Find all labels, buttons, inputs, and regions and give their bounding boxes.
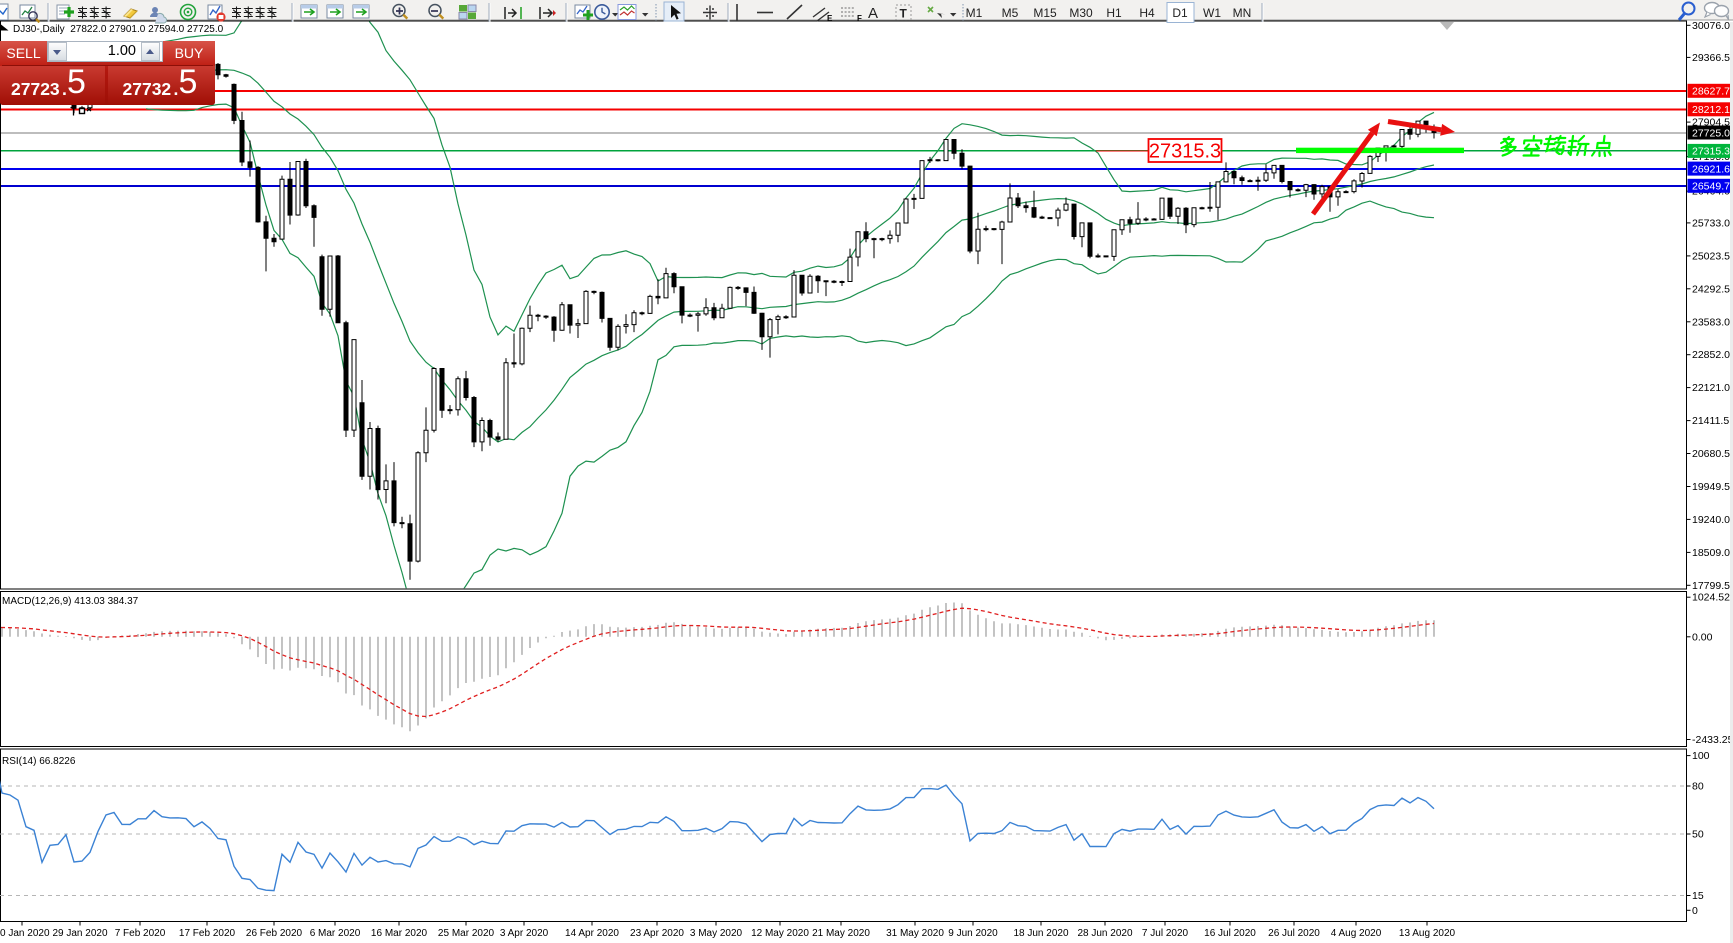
svg-text:M5: M5 bbox=[1002, 6, 1019, 20]
svg-text:12 May 2020: 12 May 2020 bbox=[751, 928, 809, 939]
svg-text:26921.6: 26921.6 bbox=[1692, 163, 1730, 175]
svg-text:16 Mar 2020: 16 Mar 2020 bbox=[371, 928, 428, 939]
svg-text:30076.0: 30076.0 bbox=[1692, 20, 1730, 32]
svg-text:MACD(12,26,9) 413.03 384.37: MACD(12,26,9) 413.03 384.37 bbox=[2, 596, 139, 607]
svg-text:50: 50 bbox=[1692, 829, 1704, 841]
svg-text:MN: MN bbox=[1233, 6, 1252, 20]
svg-text:17799.5: 17799.5 bbox=[1692, 580, 1730, 592]
svg-text:4 Aug 2020: 4 Aug 2020 bbox=[1331, 928, 1382, 939]
svg-text:28 Jun 2020: 28 Jun 2020 bbox=[1077, 928, 1132, 939]
svg-text:RSI(14) 66.8226: RSI(14) 66.8226 bbox=[2, 756, 76, 767]
svg-text:H1: H1 bbox=[1106, 6, 1122, 20]
svg-text:E: E bbox=[827, 14, 833, 23]
svg-text:1024.52: 1024.52 bbox=[1692, 592, 1730, 604]
svg-text:20680.5: 20680.5 bbox=[1692, 448, 1730, 460]
svg-text:25 Mar 2020: 25 Mar 2020 bbox=[438, 928, 495, 939]
svg-text:M1: M1 bbox=[966, 6, 983, 20]
svg-text:28212.1: 28212.1 bbox=[1692, 104, 1730, 116]
svg-text:18509.0: 18509.0 bbox=[1692, 547, 1730, 559]
svg-text:18 Jun 2020: 18 Jun 2020 bbox=[1013, 928, 1068, 939]
svg-text:9 Jun 2020: 9 Jun 2020 bbox=[948, 928, 998, 939]
svg-text:22852.0: 22852.0 bbox=[1692, 349, 1730, 361]
svg-text:26 Feb 2020: 26 Feb 2020 bbox=[246, 928, 303, 939]
svg-text:16 Jul 2020: 16 Jul 2020 bbox=[1204, 928, 1256, 939]
svg-text:26 Jul 2020: 26 Jul 2020 bbox=[1268, 928, 1320, 939]
svg-text:0: 0 bbox=[1692, 905, 1698, 917]
svg-text:21411.5: 21411.5 bbox=[1692, 415, 1729, 427]
svg-text:19949.5: 19949.5 bbox=[1692, 481, 1730, 493]
svg-text:6 Mar 2020: 6 Mar 2020 bbox=[310, 928, 361, 939]
svg-text:3 May 2020: 3 May 2020 bbox=[690, 928, 743, 939]
svg-text:23 Apr 2020: 23 Apr 2020 bbox=[630, 928, 684, 939]
svg-text:20 Jan 2020: 20 Jan 2020 bbox=[0, 928, 50, 939]
svg-text:0.00: 0.00 bbox=[1692, 631, 1713, 643]
svg-text:3 Apr 2020: 3 Apr 2020 bbox=[500, 928, 549, 939]
svg-text:29366.5: 29366.5 bbox=[1692, 52, 1730, 64]
svg-text:23583.0: 23583.0 bbox=[1692, 316, 1730, 328]
svg-text:M30: M30 bbox=[1069, 6, 1093, 20]
svg-text:19240.0: 19240.0 bbox=[1692, 514, 1730, 526]
svg-text:D1: D1 bbox=[1172, 6, 1188, 20]
svg-text:W1: W1 bbox=[1203, 6, 1221, 20]
svg-text:31 May 2020: 31 May 2020 bbox=[886, 928, 944, 939]
svg-text:DJ30-,Daily 27822.0 27901.0 2: DJ30-,Daily 27822.0 27901.0 27594.0 2772… bbox=[13, 24, 224, 35]
svg-text:-2433.25: -2433.25 bbox=[1692, 734, 1733, 746]
svg-text:25023.5: 25023.5 bbox=[1692, 250, 1730, 262]
svg-text:7 Feb 2020: 7 Feb 2020 bbox=[115, 928, 166, 939]
svg-text:26549.7: 26549.7 bbox=[1692, 181, 1730, 193]
svg-text:22121.0: 22121.0 bbox=[1692, 382, 1730, 394]
svg-text:80: 80 bbox=[1692, 781, 1704, 793]
svg-text:27315.3: 27315.3 bbox=[1149, 141, 1221, 163]
svg-text:28627.7: 28627.7 bbox=[1692, 86, 1730, 98]
svg-text:13 Aug 2020: 13 Aug 2020 bbox=[1399, 928, 1456, 939]
svg-text:15: 15 bbox=[1692, 890, 1704, 902]
svg-text:27725.0: 27725.0 bbox=[1692, 127, 1730, 139]
svg-text:27315.3: 27315.3 bbox=[1692, 146, 1730, 158]
svg-text:T: T bbox=[900, 7, 908, 21]
svg-text:21 May 2020: 21 May 2020 bbox=[812, 928, 870, 939]
svg-text:24292.5: 24292.5 bbox=[1692, 283, 1730, 295]
svg-text:A: A bbox=[868, 5, 878, 22]
svg-text:17 Feb 2020: 17 Feb 2020 bbox=[179, 928, 236, 939]
svg-text:29 Jan 2020: 29 Jan 2020 bbox=[52, 928, 107, 939]
svg-text:7 Jul 2020: 7 Jul 2020 bbox=[1142, 928, 1189, 939]
svg-text:M15: M15 bbox=[1033, 6, 1057, 20]
svg-text:H4: H4 bbox=[1139, 6, 1155, 20]
svg-text:100: 100 bbox=[1692, 750, 1710, 762]
svg-text:25733.0: 25733.0 bbox=[1692, 217, 1730, 229]
svg-text:14 Apr 2020: 14 Apr 2020 bbox=[565, 928, 619, 939]
svg-text:F: F bbox=[857, 14, 862, 23]
